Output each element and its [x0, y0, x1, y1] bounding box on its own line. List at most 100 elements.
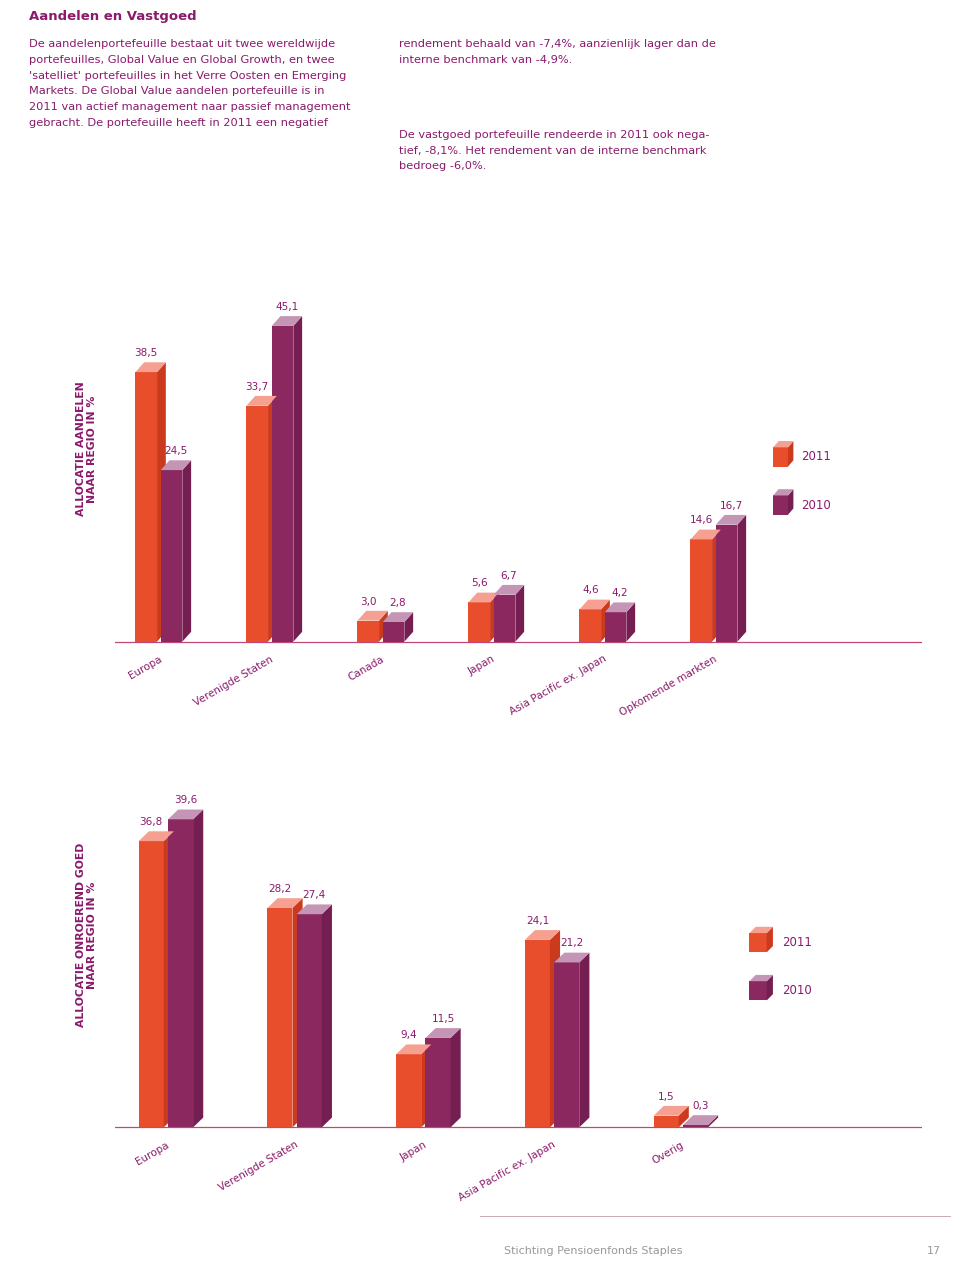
Polygon shape: [737, 515, 746, 641]
Polygon shape: [750, 982, 767, 1001]
Text: 9,4: 9,4: [400, 1031, 417, 1041]
Text: Canada: Canada: [347, 654, 386, 682]
Text: Japan: Japan: [398, 1140, 428, 1163]
Polygon shape: [182, 460, 191, 641]
Text: 24,1: 24,1: [526, 916, 549, 926]
Polygon shape: [654, 1106, 688, 1115]
Polygon shape: [468, 603, 490, 641]
Polygon shape: [580, 600, 610, 609]
Polygon shape: [683, 1115, 718, 1124]
Text: Verenigde Staten: Verenigde Staten: [217, 1140, 300, 1194]
Text: rendement behaald van -7,4%, aanzienlijk lager dan de
interne benchmark van -4,9: rendement behaald van -7,4%, aanzienlijk…: [398, 39, 715, 66]
Polygon shape: [450, 1028, 461, 1127]
Polygon shape: [247, 396, 276, 406]
Polygon shape: [654, 1115, 679, 1127]
Polygon shape: [525, 930, 560, 939]
Text: Stichting Pensioenfonds Staples: Stichting Pensioenfonds Staples: [504, 1246, 683, 1257]
Polygon shape: [468, 592, 499, 603]
Text: 6,7: 6,7: [501, 571, 517, 581]
Text: ALLOCATIE ONROEREND GOED
NAAR REGIO IN %: ALLOCATIE ONROEREND GOED NAAR REGIO IN %: [76, 843, 97, 1027]
Text: 24,5: 24,5: [164, 446, 187, 456]
Polygon shape: [690, 529, 721, 540]
Text: De aandelenportefeuille bestaat uit twee wereldwijde
portefeuilles, Global Value: De aandelenportefeuille bestaat uit twee…: [29, 39, 350, 128]
Text: 39,6: 39,6: [174, 795, 197, 806]
Polygon shape: [601, 600, 610, 641]
Text: 14,6: 14,6: [689, 515, 713, 526]
Polygon shape: [357, 610, 388, 621]
Polygon shape: [554, 952, 589, 962]
Polygon shape: [493, 585, 524, 595]
Polygon shape: [493, 595, 516, 641]
Polygon shape: [396, 1045, 431, 1054]
Polygon shape: [268, 396, 276, 641]
Polygon shape: [357, 621, 379, 641]
Polygon shape: [135, 362, 166, 373]
Polygon shape: [379, 610, 388, 641]
Polygon shape: [383, 622, 404, 641]
Polygon shape: [683, 1124, 708, 1127]
Text: Overig: Overig: [651, 1140, 685, 1165]
Polygon shape: [550, 930, 560, 1127]
Text: Europa: Europa: [127, 654, 164, 681]
Polygon shape: [425, 1028, 461, 1038]
Polygon shape: [272, 326, 294, 641]
Polygon shape: [138, 831, 174, 842]
Polygon shape: [605, 603, 636, 612]
Polygon shape: [605, 612, 626, 641]
Polygon shape: [773, 490, 793, 496]
Polygon shape: [193, 810, 204, 1127]
Text: Verenigde Staten: Verenigde Staten: [192, 654, 275, 708]
Polygon shape: [160, 470, 182, 641]
Polygon shape: [679, 1106, 688, 1127]
Polygon shape: [767, 975, 773, 1001]
Polygon shape: [750, 926, 773, 933]
Text: 3,0: 3,0: [360, 596, 376, 607]
Text: 2011: 2011: [782, 937, 812, 950]
Text: 33,7: 33,7: [246, 382, 269, 392]
Text: Aandelen en Vastgoed: Aandelen en Vastgoed: [29, 10, 197, 23]
Polygon shape: [626, 603, 636, 641]
Polygon shape: [767, 926, 773, 952]
Polygon shape: [750, 975, 773, 982]
Text: Europa: Europa: [134, 1140, 171, 1167]
Polygon shape: [164, 831, 174, 1127]
Text: 21,2: 21,2: [561, 938, 584, 948]
Polygon shape: [750, 933, 767, 952]
Text: 17: 17: [926, 1246, 941, 1257]
Text: 38,5: 38,5: [134, 348, 157, 359]
Polygon shape: [690, 540, 712, 641]
Text: Opkomende markten: Opkomende markten: [618, 654, 719, 718]
Polygon shape: [716, 515, 746, 524]
Text: 2011: 2011: [802, 451, 831, 464]
Text: Japan: Japan: [467, 654, 497, 677]
Polygon shape: [773, 496, 788, 515]
Text: 0,3: 0,3: [692, 1101, 708, 1112]
Polygon shape: [788, 490, 793, 515]
Polygon shape: [293, 898, 302, 1127]
Text: Asia Pacific ex. Japan: Asia Pacific ex. Japan: [508, 654, 608, 717]
Polygon shape: [247, 406, 268, 641]
Polygon shape: [773, 441, 793, 447]
Polygon shape: [297, 905, 332, 914]
Polygon shape: [708, 1115, 718, 1127]
Polygon shape: [138, 842, 164, 1127]
Text: 45,1: 45,1: [276, 302, 299, 312]
Polygon shape: [322, 905, 332, 1127]
Polygon shape: [383, 612, 413, 622]
Polygon shape: [516, 585, 524, 641]
Polygon shape: [157, 362, 166, 641]
Polygon shape: [168, 820, 193, 1127]
Polygon shape: [773, 447, 788, 466]
Text: 2,8: 2,8: [390, 598, 406, 608]
Polygon shape: [788, 441, 793, 466]
Polygon shape: [580, 609, 601, 641]
Text: 5,6: 5,6: [471, 578, 488, 589]
Text: 2010: 2010: [782, 984, 812, 997]
Polygon shape: [425, 1038, 450, 1127]
Text: 36,8: 36,8: [139, 817, 163, 828]
Polygon shape: [579, 952, 589, 1127]
Polygon shape: [268, 898, 302, 908]
Polygon shape: [716, 524, 737, 641]
Polygon shape: [297, 914, 322, 1127]
Polygon shape: [712, 529, 721, 641]
